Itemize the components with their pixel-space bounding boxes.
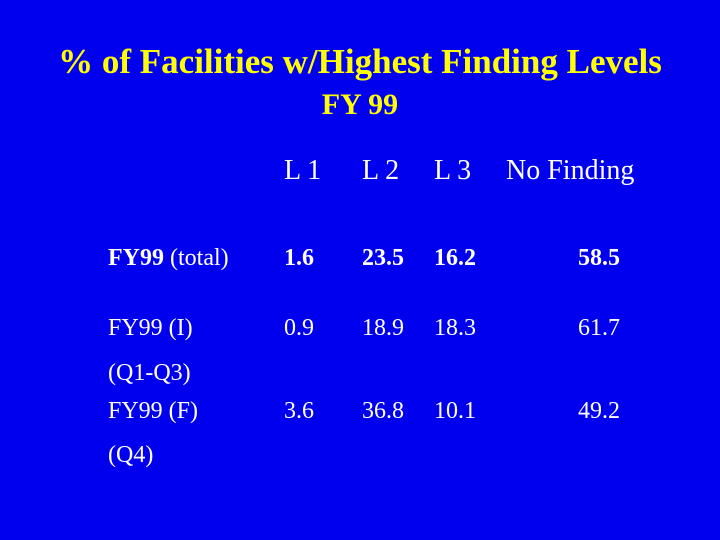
cell-total-no-finding: 58.5: [578, 245, 620, 271]
column-header-l1: L 1: [284, 155, 322, 186]
row-label-final-quarter: (Q4): [108, 442, 154, 468]
cell-final-l3: 10.1: [434, 398, 476, 424]
cell-final-l2: 36.8: [362, 398, 404, 424]
slide-title: % of Facilities w/Highest Finding Levels: [58, 42, 662, 81]
cell-total-l3: 16.2: [434, 245, 476, 271]
column-header-l2: L 2: [362, 155, 400, 186]
row-label-total-rest: (total): [164, 245, 229, 271]
row-label-interim: FY99 (I): [108, 315, 193, 341]
row-label-total-bold: FY99: [108, 245, 164, 271]
row-label-total: FY99 (total): [108, 245, 229, 272]
slide-subtitle: FY 99: [321, 88, 399, 121]
cell-interim-no-finding: 61.7: [578, 315, 620, 341]
cell-interim-l3: 18.3: [434, 315, 476, 341]
cell-interim-l2: 18.9: [362, 315, 404, 341]
cell-interim-l1: 0.9: [284, 315, 314, 341]
row-label-interim-quarters: (Q1-Q3): [108, 360, 191, 386]
cell-final-no-finding: 49.2: [578, 398, 620, 424]
column-header-l3: L 3: [434, 155, 472, 186]
cell-total-l1: 1.6: [284, 245, 314, 271]
cell-final-l1: 3.6: [284, 398, 314, 424]
cell-total-l2: 23.5: [362, 245, 404, 271]
row-label-final: FY99 (F): [108, 398, 199, 424]
column-header-no-finding: No Finding: [506, 155, 635, 186]
